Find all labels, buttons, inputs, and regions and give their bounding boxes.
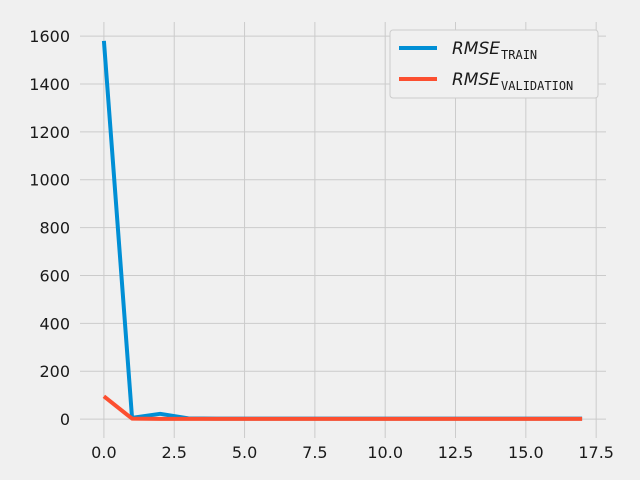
y-tick-label: 400 [39, 314, 70, 333]
x-tick-label: 15.0 [508, 443, 544, 462]
legend-label-validation: RMSEVALIDATION [452, 70, 573, 93]
y-tick-label: 1400 [29, 75, 70, 94]
tick-labels: 0.0 2.5 5.0 7.5 10.0 12.5 15.0 17.5 0 200 400 600 80… [29, 27, 614, 462]
legend-box [389, 29, 599, 99]
x-tick-label: 5.0 [232, 443, 257, 462]
y-tick-label: 200 [39, 362, 70, 381]
series-line-validation [102, 394, 583, 421]
series-lines [101, 40, 583, 421]
x-tick-label: 17.5 [578, 443, 614, 462]
y-tick-label: 0 [60, 410, 70, 429]
y-tick-label: 800 [39, 219, 70, 238]
x-tick-label: 10.0 [367, 443, 403, 462]
y-tick-label: 1200 [29, 123, 70, 142]
x-tick-label: 12.5 [438, 443, 474, 462]
x-tick-label: 2.5 [162, 443, 187, 462]
y-tick-label: 1000 [29, 171, 70, 190]
y-tick-label: 1600 [29, 27, 70, 46]
x-tick-label: 0.0 [91, 443, 116, 462]
x-tick-label: 7.5 [302, 443, 327, 462]
legend: RMSETRAIN RMSEVALIDATION [389, 29, 599, 99]
y-tick-label: 600 [39, 266, 70, 285]
legend-label-train: RMSETRAIN [452, 39, 537, 62]
